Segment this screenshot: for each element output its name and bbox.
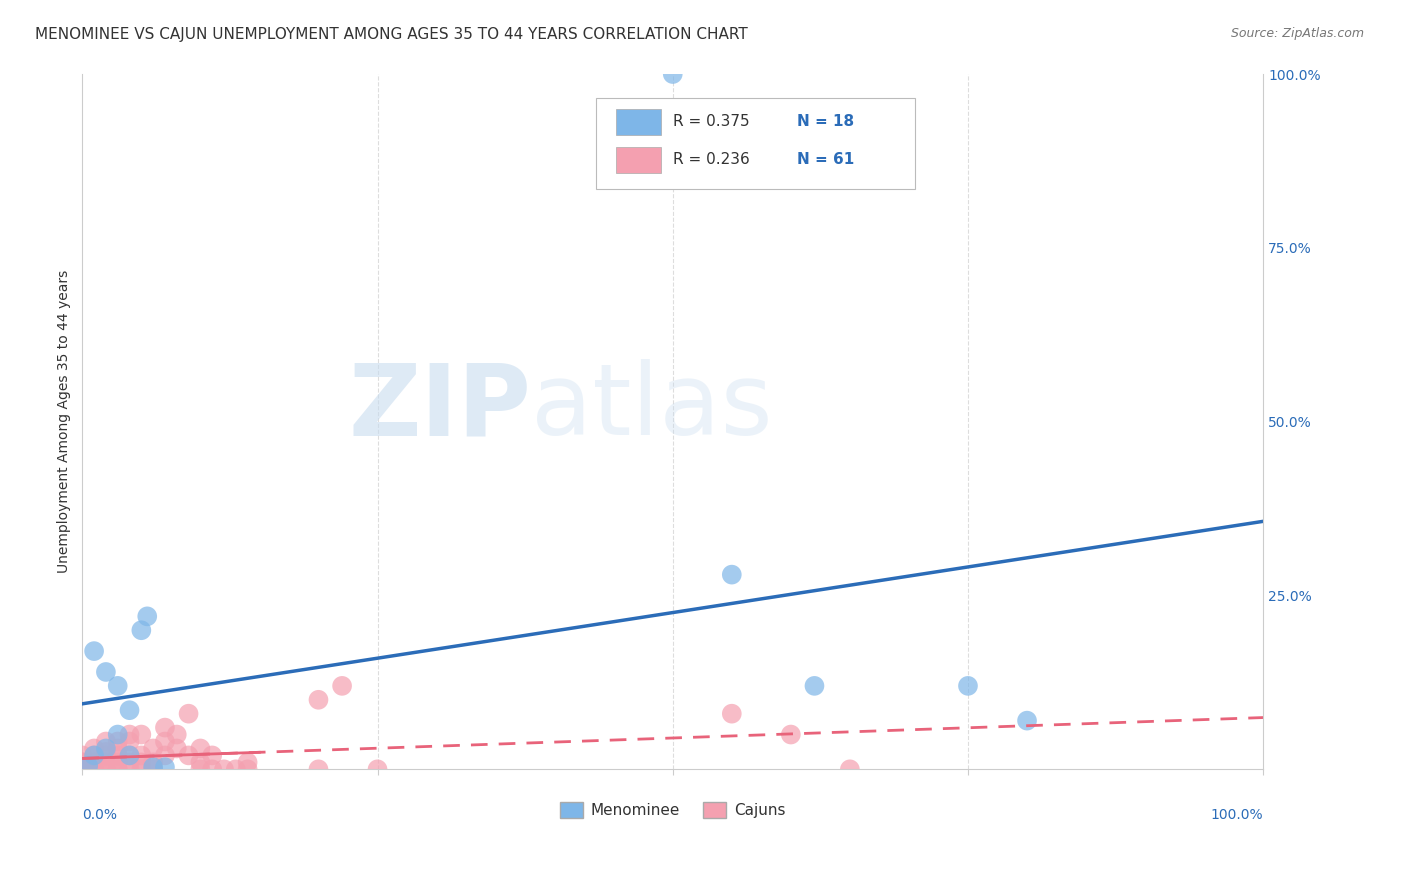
Point	[72, 748, 94, 763]
Point	[94, 756, 117, 770]
Point	[118, 762, 141, 776]
Point	[94, 762, 117, 776]
Point	[330, 679, 353, 693]
Point	[236, 762, 259, 776]
Point	[83, 748, 105, 763]
Text: atlas: atlas	[531, 359, 773, 456]
Point	[72, 762, 94, 776]
Point	[72, 762, 94, 776]
FancyBboxPatch shape	[616, 109, 661, 135]
Point	[131, 624, 153, 638]
Point	[838, 762, 860, 776]
Text: Source: ZipAtlas.com: Source: ZipAtlas.com	[1230, 27, 1364, 40]
Point	[236, 756, 259, 770]
Point	[94, 665, 117, 679]
Point	[94, 734, 117, 748]
Point	[201, 748, 224, 763]
Point	[142, 756, 165, 770]
Point	[177, 748, 200, 763]
Point	[720, 567, 742, 582]
Point	[142, 760, 165, 774]
Point	[83, 762, 105, 776]
FancyBboxPatch shape	[596, 98, 915, 189]
Point	[131, 748, 153, 763]
Point	[107, 734, 129, 748]
Point	[83, 741, 105, 756]
Point	[779, 727, 801, 741]
Point	[118, 756, 141, 770]
Point	[201, 762, 224, 776]
Point	[94, 741, 117, 756]
Point	[803, 679, 825, 693]
Point	[72, 756, 94, 770]
Point	[956, 679, 979, 693]
Point	[83, 756, 105, 770]
Point	[153, 721, 176, 735]
Point	[142, 762, 165, 776]
Point	[107, 762, 129, 776]
Point	[72, 762, 94, 776]
Y-axis label: Unemployment Among Ages 35 to 44 years: Unemployment Among Ages 35 to 44 years	[58, 270, 72, 574]
Point	[131, 762, 153, 776]
Point	[166, 727, 188, 741]
Text: 100.0%: 100.0%	[1211, 807, 1263, 822]
Point	[190, 756, 212, 770]
Point	[118, 734, 141, 748]
Point	[83, 644, 105, 658]
Point	[212, 762, 235, 776]
Point	[153, 748, 176, 763]
Point	[77, 762, 100, 776]
Point	[72, 762, 94, 776]
Text: 0.0%: 0.0%	[83, 807, 117, 822]
Point	[83, 748, 105, 763]
Point	[308, 693, 330, 707]
Point	[367, 762, 389, 776]
Point	[107, 741, 129, 756]
Text: N = 18: N = 18	[797, 114, 853, 129]
Point	[661, 67, 683, 81]
Point	[94, 745, 117, 759]
Point	[107, 679, 129, 693]
Point	[720, 706, 742, 721]
Point	[72, 756, 94, 770]
Point	[136, 609, 159, 624]
Text: R = 0.375: R = 0.375	[672, 114, 749, 129]
Point	[190, 741, 212, 756]
Point	[1015, 714, 1038, 728]
Text: ZIP: ZIP	[349, 359, 531, 456]
Legend: Menominee, Cajuns: Menominee, Cajuns	[554, 796, 792, 824]
Point	[131, 727, 153, 741]
Point	[83, 762, 105, 776]
Point	[131, 756, 153, 770]
Point	[308, 762, 330, 776]
Point	[94, 762, 117, 776]
Point	[94, 748, 117, 763]
Point	[107, 727, 129, 741]
Point	[72, 759, 94, 773]
Point	[118, 703, 141, 717]
Text: R = 0.236: R = 0.236	[672, 153, 749, 168]
Point	[118, 748, 141, 763]
Point	[142, 741, 165, 756]
Point	[153, 760, 176, 774]
Point	[153, 734, 176, 748]
Point	[225, 762, 247, 776]
Point	[107, 762, 129, 776]
Point	[118, 727, 141, 741]
Text: MENOMINEE VS CAJUN UNEMPLOYMENT AMONG AGES 35 TO 44 YEARS CORRELATION CHART: MENOMINEE VS CAJUN UNEMPLOYMENT AMONG AG…	[35, 27, 748, 42]
FancyBboxPatch shape	[616, 146, 661, 173]
Point	[190, 762, 212, 776]
Point	[166, 741, 188, 756]
Point	[107, 748, 129, 763]
Point	[77, 759, 100, 773]
Text: N = 61: N = 61	[797, 153, 853, 168]
Point	[107, 756, 129, 770]
Point	[177, 706, 200, 721]
Point	[118, 748, 141, 763]
